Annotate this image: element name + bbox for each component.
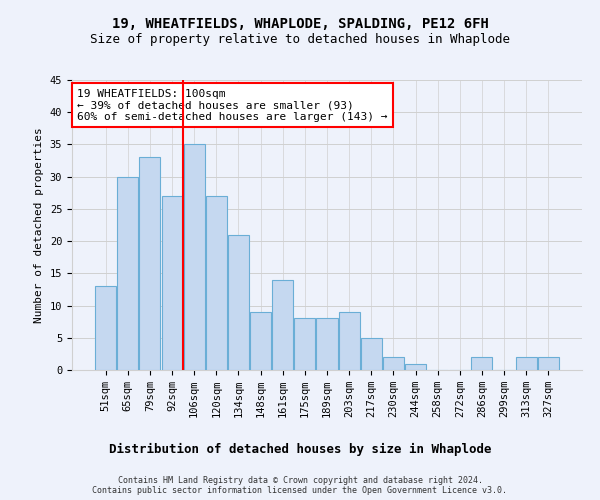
Text: 19, WHEATFIELDS, WHAPLODE, SPALDING, PE12 6FH: 19, WHEATFIELDS, WHAPLODE, SPALDING, PE1… bbox=[112, 18, 488, 32]
Bar bbox=[515, 357, 536, 370]
Text: Contains HM Land Registry data © Crown copyright and database right 2024.
Contai: Contains HM Land Registry data © Crown c… bbox=[92, 476, 508, 495]
Bar bbox=[361, 338, 382, 370]
Y-axis label: Number of detached properties: Number of detached properties bbox=[34, 127, 44, 323]
Bar bbox=[383, 357, 404, 370]
Bar bbox=[472, 357, 493, 370]
Bar bbox=[538, 357, 559, 370]
Bar bbox=[161, 196, 182, 370]
Bar bbox=[184, 144, 205, 370]
Bar bbox=[118, 176, 139, 370]
Bar bbox=[272, 280, 293, 370]
Bar bbox=[228, 234, 249, 370]
Bar bbox=[139, 158, 160, 370]
Text: Size of property relative to detached houses in Whaplode: Size of property relative to detached ho… bbox=[90, 32, 510, 46]
Bar bbox=[338, 312, 359, 370]
Bar bbox=[250, 312, 271, 370]
Bar bbox=[405, 364, 426, 370]
Text: Distribution of detached houses by size in Whaplode: Distribution of detached houses by size … bbox=[109, 442, 491, 456]
Bar bbox=[316, 318, 338, 370]
Text: 19 WHEATFIELDS: 100sqm
← 39% of detached houses are smaller (93)
60% of semi-det: 19 WHEATFIELDS: 100sqm ← 39% of detached… bbox=[77, 88, 388, 122]
Bar bbox=[295, 318, 316, 370]
Bar bbox=[95, 286, 116, 370]
Bar bbox=[206, 196, 227, 370]
